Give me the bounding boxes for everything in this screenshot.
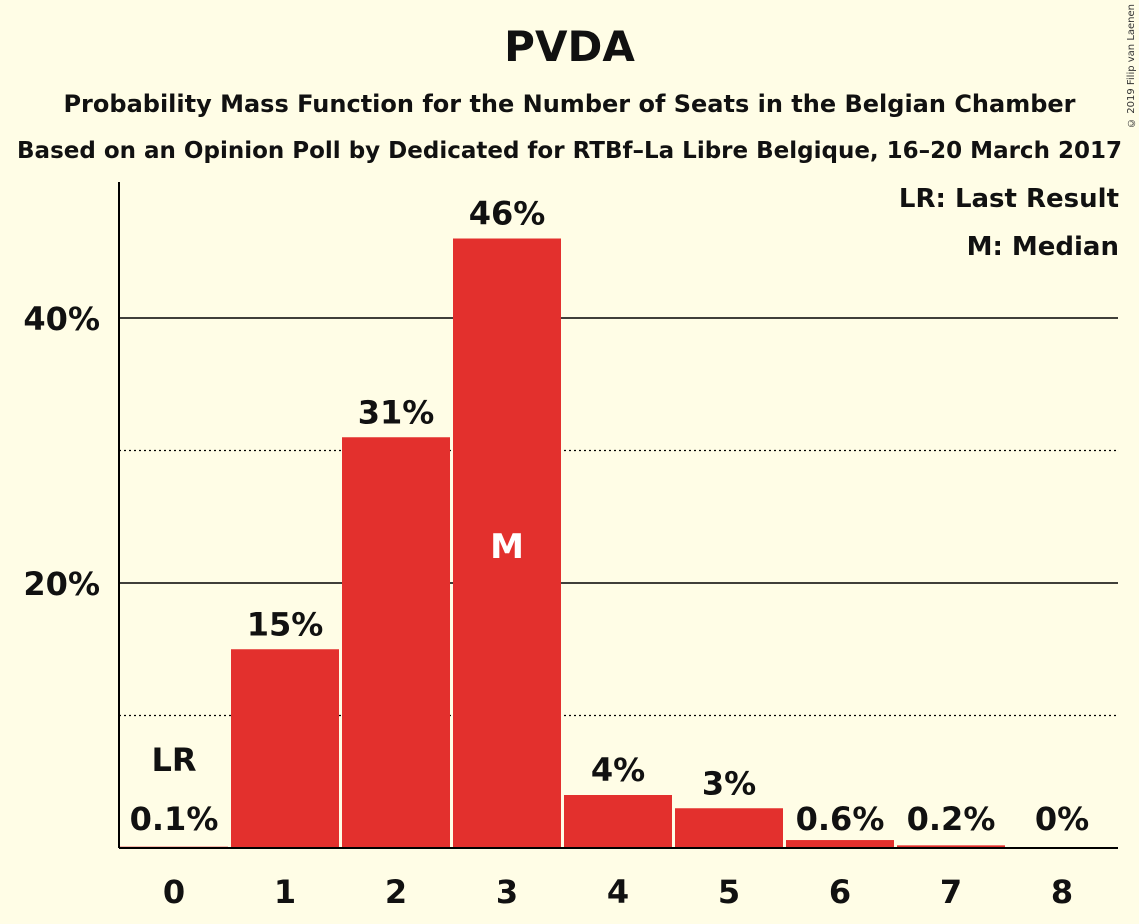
chart-subtitle: Probability Mass Function for the Number… bbox=[63, 90, 1076, 118]
data-label: 0% bbox=[1035, 800, 1089, 838]
bar bbox=[897, 845, 1005, 848]
x-tick-label: 3 bbox=[496, 873, 518, 911]
chart-title: PVDA bbox=[504, 22, 635, 71]
x-tick-label: 6 bbox=[829, 873, 851, 911]
last-result-marker: LR bbox=[151, 741, 196, 779]
data-label: 3% bbox=[702, 764, 756, 802]
x-tick-label: 2 bbox=[385, 873, 407, 911]
x-tick-label: 4 bbox=[607, 873, 629, 911]
x-tick-label: 1 bbox=[274, 873, 296, 911]
data-label: 0.1% bbox=[130, 800, 219, 838]
x-tick-label: 0 bbox=[163, 873, 185, 911]
data-label: 15% bbox=[247, 605, 324, 643]
legend-median: M: Median bbox=[966, 232, 1119, 262]
y-tick-label: 40% bbox=[23, 300, 100, 338]
legend-last-result: LR: Last Result bbox=[898, 184, 1119, 214]
data-label: 46% bbox=[469, 195, 546, 233]
x-tick-label: 5 bbox=[718, 873, 740, 911]
chart-subtitle-source: Based on an Opinion Poll by Dedicated fo… bbox=[17, 138, 1122, 164]
data-label: 31% bbox=[358, 393, 435, 431]
bar bbox=[786, 840, 894, 848]
y-tick-label: 20% bbox=[23, 565, 100, 603]
x-tick-label: 8 bbox=[1051, 873, 1073, 911]
data-label: 0.2% bbox=[907, 800, 996, 838]
bar bbox=[231, 649, 339, 848]
bar bbox=[675, 808, 783, 848]
median-marker: M bbox=[490, 527, 524, 567]
data-label: 0.6% bbox=[796, 800, 885, 838]
data-label: 4% bbox=[591, 751, 645, 789]
bar bbox=[342, 437, 450, 848]
bar bbox=[453, 238, 561, 848]
bar bbox=[564, 795, 672, 848]
x-tick-label: 7 bbox=[940, 873, 962, 911]
